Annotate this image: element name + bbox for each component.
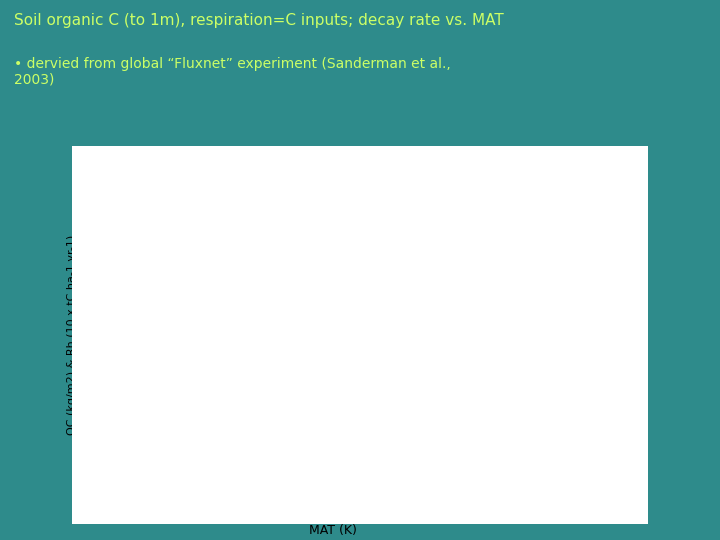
Y-axis label: OC (kg/m2) & Rh (10 x tC ha-1 yr-1): OC (kg/m2) & Rh (10 x tC ha-1 yr-1) [68,235,77,435]
Text: Soil organic C (to 1m), respiration=C inputs; decay rate vs. MAT: Soil organic C (to 1m), respiration=C in… [14,14,504,29]
Point [214,472,225,481]
Point [224,357,235,366]
Point [323,416,334,425]
Point [302,423,314,431]
Point [323,446,334,455]
Point [312,439,324,448]
Point [293,423,305,431]
Point [302,429,314,438]
Point [312,459,324,468]
Point [382,406,393,415]
Point [500,472,511,481]
Point [312,442,324,451]
Point [391,403,402,411]
Point [312,446,324,455]
Point [234,479,246,487]
Point [342,449,354,458]
Point [332,413,343,421]
Point [204,406,216,415]
Point [509,215,521,224]
Text: heterotrophic respiration: heterotrophic respiration [259,297,398,330]
Text: decay constant (k): decay constant (k) [358,221,482,258]
Point [352,469,364,477]
Point [293,453,305,461]
Point [352,442,364,451]
Point [372,373,383,382]
Point [323,469,334,477]
Y-axis label: k (years-1): k (years-1) [592,301,605,369]
Point [332,462,343,471]
Point [342,475,354,484]
Point [155,482,166,491]
Point [253,413,265,421]
Point [253,363,265,372]
Point [135,340,147,349]
Point [361,472,373,481]
Point [352,453,364,461]
Point [352,462,364,471]
Point [332,420,343,428]
X-axis label: MAT (K): MAT (K) [309,524,357,537]
Text: organic carbon: organic carbon [151,297,235,341]
Point [332,459,343,468]
Point [450,469,462,477]
Point [135,360,147,369]
Point [302,436,314,444]
Point [283,446,294,455]
Point [323,436,334,444]
Point [194,469,206,477]
Point [302,429,314,438]
Point [155,321,166,329]
Point [500,475,511,484]
Text: • dervied from global “Fluxnet” experiment (Sanderman et al.,
2003): • dervied from global “Fluxnet” experime… [14,57,451,87]
Point [312,462,324,471]
Point [332,442,343,451]
Point [342,469,354,477]
Point [312,439,324,448]
Point [135,489,147,497]
Point [323,413,334,421]
